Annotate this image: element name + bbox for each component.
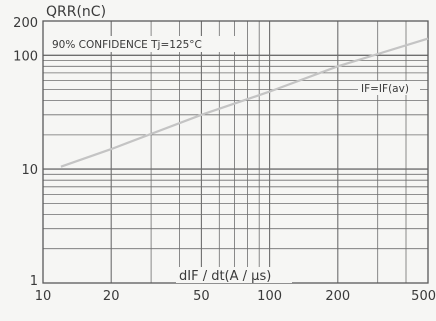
confidence-annotation: 90% CONFIDENCE Tj=125°C [52, 39, 202, 51]
y-unit-label: QRR(nC) [46, 4, 106, 20]
x-tick-label: 50 [193, 289, 210, 304]
x-axis-title-bg [176, 267, 292, 283]
x-tick-label: 500 [411, 289, 436, 304]
y-tick-label: 1 [30, 274, 38, 289]
series-note-bg [358, 81, 420, 95]
confidence-annotation-bg [50, 36, 246, 52]
x-tick-label: 20 [103, 289, 120, 304]
x-axis-title: dIF / dt(A / μs) [179, 269, 271, 284]
series-line-qrr [60, 37, 429, 168]
y-tick-label: 200 [13, 16, 38, 31]
series-layer [60, 37, 429, 168]
x-tick-label: 200 [325, 289, 350, 304]
x-tick-label: 10 [35, 289, 52, 304]
series-note: IF=IF(av) [361, 83, 409, 95]
y-tick-label: 100 [13, 49, 38, 64]
y-tick-label: 10 [21, 163, 38, 178]
x-tick-label: 100 [257, 289, 282, 304]
grid-layer [43, 21, 428, 283]
